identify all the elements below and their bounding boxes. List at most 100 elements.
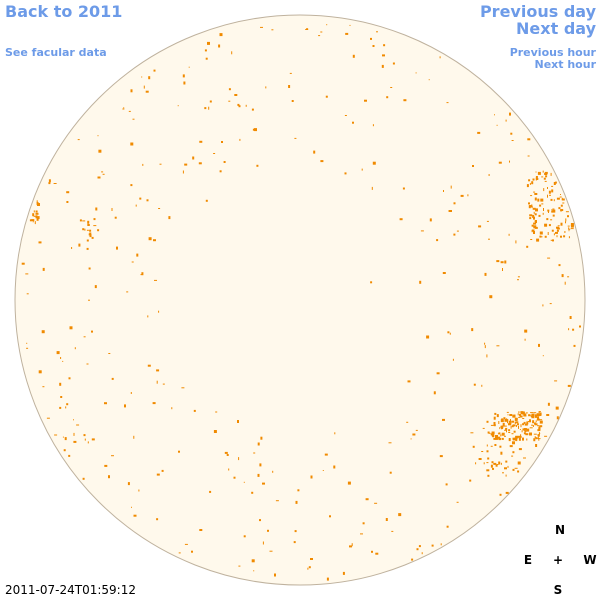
facula	[450, 185, 452, 189]
facula	[94, 285, 97, 289]
next-day-link[interactable]: Next day	[516, 19, 597, 38]
facula	[570, 224, 574, 228]
back-link[interactable]: Back to 2011	[5, 2, 122, 21]
facula	[73, 432, 75, 436]
facula	[257, 442, 260, 446]
facula	[527, 155, 530, 157]
facula	[188, 66, 190, 68]
facula	[147, 315, 149, 318]
facula	[372, 124, 374, 127]
facula	[97, 229, 100, 232]
facula	[192, 156, 195, 160]
facula	[199, 140, 203, 143]
facula	[143, 85, 145, 89]
facula	[147, 364, 151, 367]
facula	[529, 217, 532, 220]
facula	[472, 165, 474, 167]
facula	[487, 457, 490, 460]
facula	[535, 420, 537, 423]
facula	[487, 431, 490, 434]
facula	[385, 518, 388, 521]
facula	[98, 149, 102, 153]
facula	[508, 432, 511, 433]
previous-hour-link[interactable]: Previous hour	[510, 46, 597, 59]
facula	[433, 391, 436, 395]
facula	[446, 525, 449, 528]
facula	[504, 467, 507, 470]
facula	[398, 513, 402, 517]
facula	[505, 428, 507, 431]
facula	[146, 199, 149, 202]
facula	[547, 257, 551, 259]
facula	[36, 200, 38, 204]
facula	[152, 402, 156, 405]
facula	[570, 228, 574, 230]
facula	[252, 128, 255, 131]
facula	[523, 413, 527, 417]
facula	[538, 214, 541, 217]
facula	[446, 102, 449, 104]
facula	[133, 435, 135, 439]
facula	[426, 335, 430, 339]
facula	[390, 87, 393, 88]
facula	[542, 212, 544, 215]
facula	[547, 187, 548, 189]
facula	[91, 236, 94, 239]
facular-link[interactable]: See facular data	[5, 46, 107, 59]
facula	[218, 44, 221, 48]
facula	[448, 210, 451, 212]
facula	[148, 76, 151, 80]
previous-day-link[interactable]: Previous day	[480, 2, 597, 21]
facula	[97, 135, 99, 137]
facula	[484, 345, 486, 349]
facula	[158, 208, 161, 209]
facula	[345, 32, 349, 35]
facula	[544, 172, 547, 175]
facula	[310, 475, 313, 479]
facula	[65, 406, 67, 409]
facula	[372, 45, 375, 47]
facula	[62, 360, 64, 362]
facula	[88, 299, 90, 301]
facula	[534, 213, 537, 216]
next-hour-link[interactable]: Next hour	[535, 58, 597, 71]
facula	[568, 328, 570, 331]
facula	[491, 432, 494, 435]
facula	[209, 490, 212, 493]
facula	[494, 114, 495, 116]
facula	[224, 451, 228, 454]
facula	[498, 421, 500, 424]
facula	[440, 543, 442, 546]
facula	[374, 502, 378, 504]
facula	[142, 163, 144, 166]
facula	[553, 182, 556, 185]
facula	[259, 463, 262, 467]
facula	[536, 418, 540, 421]
facula	[505, 460, 508, 463]
facula	[493, 424, 496, 427]
facula	[418, 545, 421, 548]
facula	[313, 150, 316, 154]
facula	[54, 434, 58, 436]
facula	[499, 427, 501, 430]
facula	[520, 435, 521, 438]
facula	[541, 176, 544, 178]
facula	[496, 345, 500, 347]
facula	[514, 467, 518, 469]
facula	[509, 414, 513, 416]
facula	[76, 424, 80, 426]
facula	[530, 414, 532, 417]
facula	[554, 380, 558, 382]
facula	[231, 51, 233, 55]
facula	[469, 479, 472, 482]
facula	[326, 24, 328, 26]
facula	[349, 24, 351, 26]
facula	[535, 220, 537, 223]
facula	[488, 238, 490, 240]
facula	[456, 501, 459, 503]
facula	[288, 85, 291, 88]
facula	[504, 260, 507, 264]
facula	[181, 387, 185, 389]
facula	[101, 171, 104, 173]
